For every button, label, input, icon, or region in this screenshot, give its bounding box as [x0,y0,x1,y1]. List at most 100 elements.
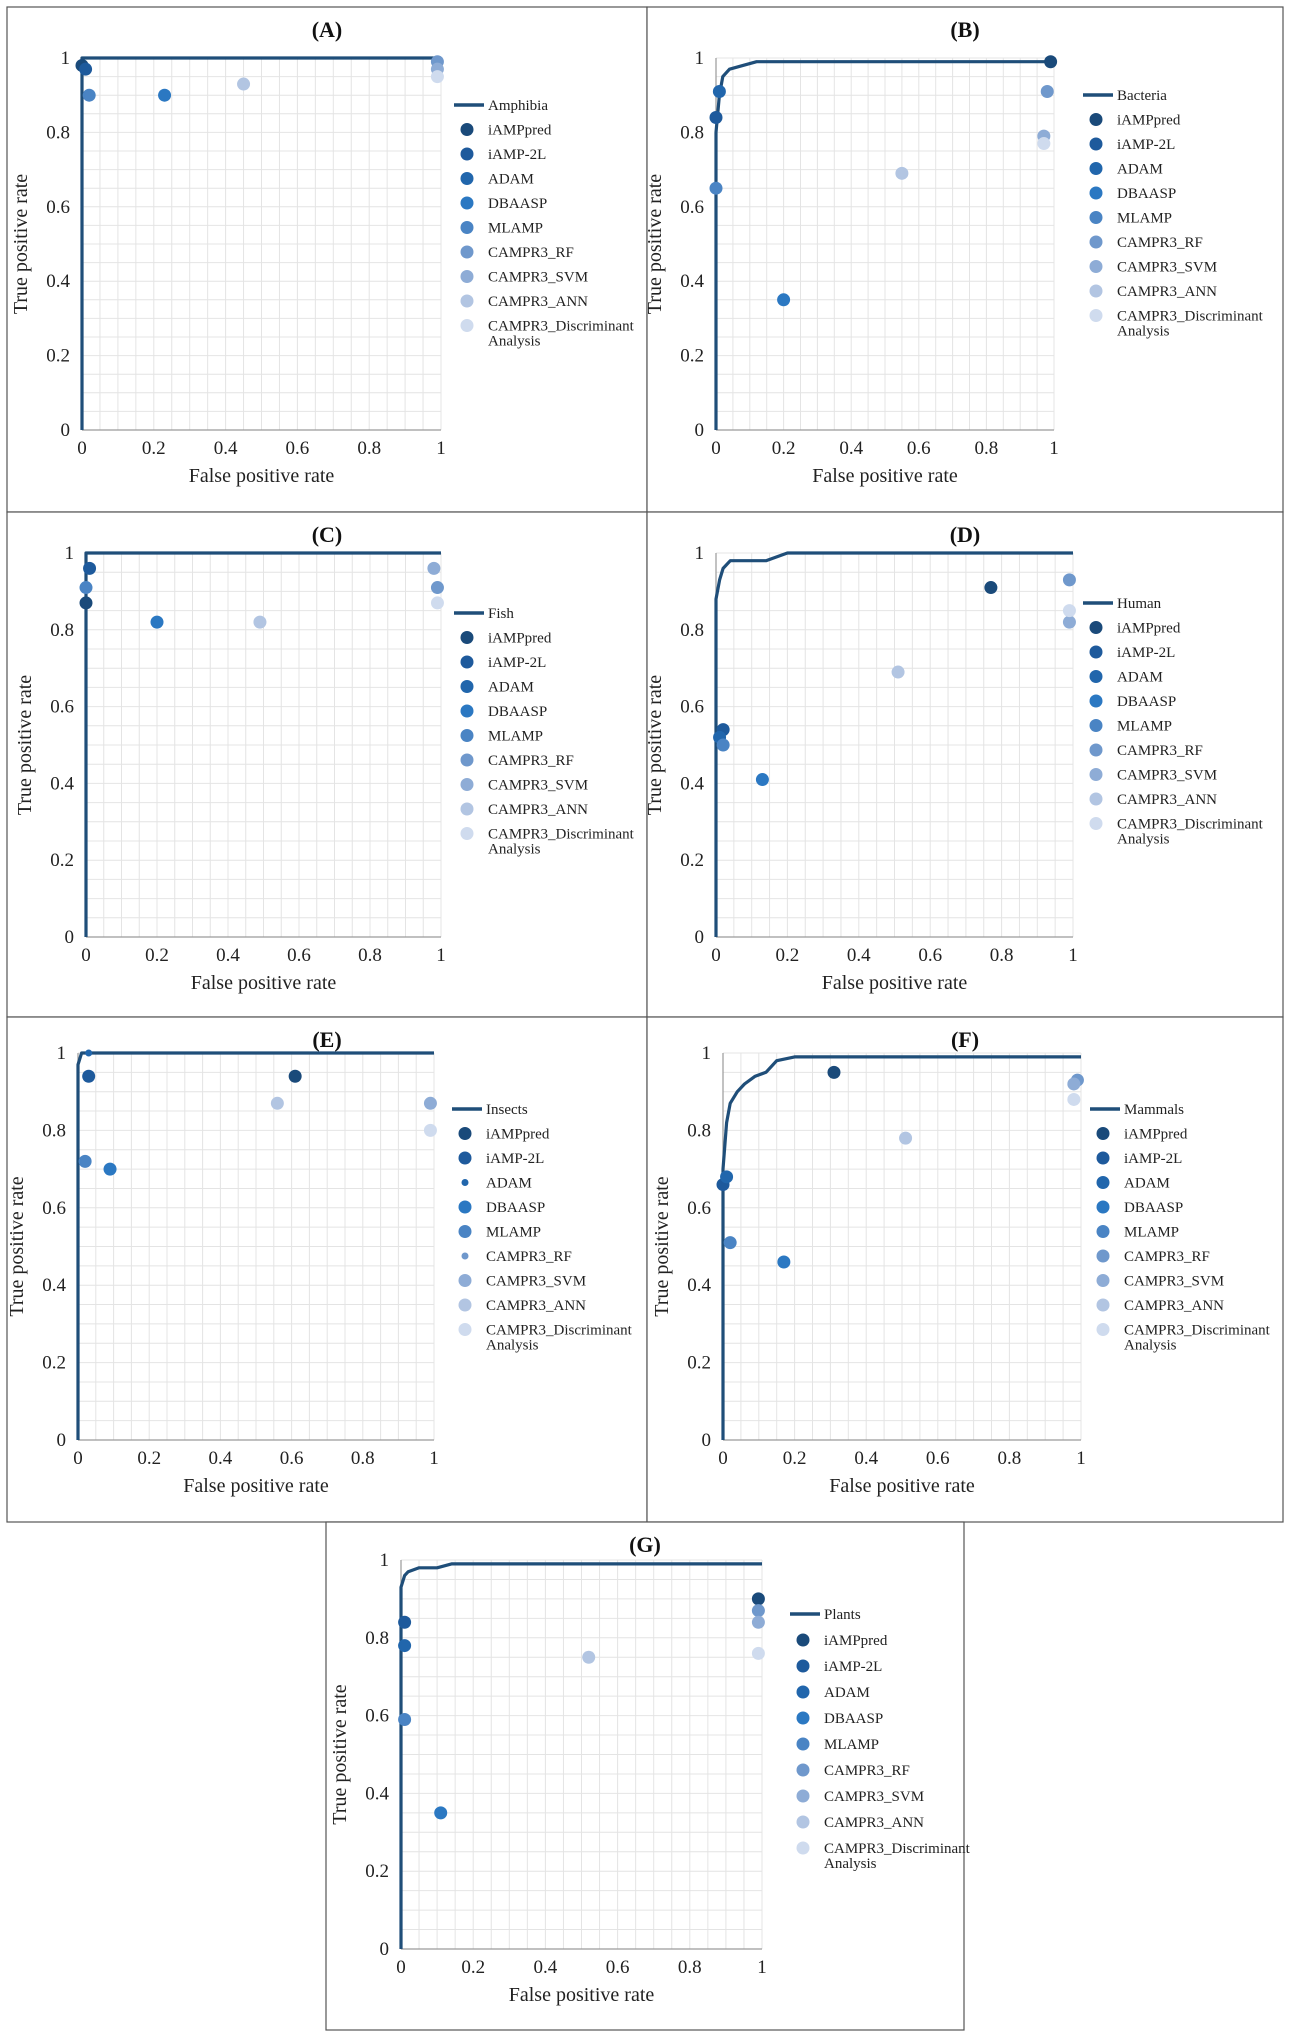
y-tick-label: 0.4 [680,773,704,794]
y-tick-label: 0.6 [46,197,70,218]
legend-label: CAMPR3_Discriminant [486,1323,633,1339]
legend-marker [796,1737,810,1751]
y-tick-label: 0 [695,927,705,948]
data-point-dbaasp [103,1162,117,1176]
x-tick-label: 0 [711,945,721,966]
legend-label: iAMP-2L [486,1151,544,1167]
legend-label: CAMPR3_ANN [1117,284,1217,300]
x-tick-label: 0.8 [990,945,1014,966]
x-tick-label: 1 [436,945,446,966]
x-tick-label: 0.2 [783,1448,807,1469]
panel-frame [6,6,648,513]
legend-label: Fish [488,606,514,622]
y-tick-label: 0.8 [365,1628,389,1649]
legend-label: DBAASP [824,1711,883,1727]
legend-label: CAMPR3_SVM [488,778,588,794]
legend-marker [1089,719,1103,732]
legend-label: Insects [486,1102,528,1118]
data-point-dbaasp [777,293,791,307]
legend-marker [460,147,474,161]
data-point-mlamp [709,181,723,195]
legend-label: CAMPR3_SVM [1117,260,1217,276]
legend-label: CAMPR3_RF [1117,235,1203,251]
x-tick-label: 0.4 [216,945,240,966]
legend-marker [458,1274,472,1287]
roc-curve-line [714,60,1054,430]
legend-marker [1089,743,1103,757]
x-tick-label: 0.8 [351,1448,375,1469]
data-point-adam [712,84,726,98]
y-tick-label: 0.6 [687,1198,711,1219]
legend-marker [460,680,474,693]
legend-label: CAMPR3_RF [1124,1249,1210,1265]
legend-marker [1089,309,1103,322]
x-tick-label: 0.4 [839,438,863,459]
legend-label: CAMPR3_RF [824,1763,910,1779]
legend-label: DBAASP [486,1200,545,1216]
legend-label: MLAMP [1124,1225,1179,1241]
data-point-iamp-2l [82,1069,96,1083]
y-tick-label: 0.6 [42,1198,66,1219]
legend-marker [460,631,474,644]
y-tick-label: 1 [57,1043,67,1064]
legend-label: Analysis [488,842,541,858]
legend-marker [1096,1249,1110,1263]
roc-curve-line [80,56,441,430]
legend-marker [460,221,474,234]
data-point-iamp-2l [709,111,723,125]
x-tick-label: 0.8 [678,1957,702,1978]
legend-marker [796,1633,810,1647]
legend-marker [1089,694,1103,708]
data-point-mlamp [78,1154,92,1168]
data-point-campr3-ann [899,1131,913,1145]
data-point-campr3-discriminant [1037,137,1051,151]
x-tick-label: 1 [1076,1448,1086,1469]
legend-marker [1096,1151,1110,1165]
legend-marker [796,1841,810,1855]
x-tick-label: 0.2 [137,1448,161,1469]
x-tick-label: 0.6 [280,1448,304,1469]
legend-marker [458,1298,472,1312]
data-point-iamppred [827,1065,841,1079]
y-tick-label: 0.8 [50,620,74,641]
legend-marker [460,827,474,840]
y-tick-label: 0 [61,420,71,441]
legend-marker [460,294,474,308]
legend-label: ADAM [1117,670,1163,686]
data-point-iamppred [79,596,93,610]
legend-label: MLAMP [824,1737,879,1753]
legend-label: iAMPpred [824,1633,888,1649]
x-tick-label: 1 [436,438,446,459]
x-axis-label: False positive rate [812,465,958,487]
legend-label: iAMPpred [1124,1127,1188,1143]
legend-marker [796,1763,810,1777]
y-tick-label: 0.2 [42,1353,66,1374]
legend-label: CAMPR3_Discriminant [1117,817,1264,833]
data-point-mlamp [723,1236,737,1250]
legend-label: MLAMP [486,1225,541,1241]
y-tick-label: 0.4 [46,271,70,292]
x-tick-label: 1 [757,1957,767,1978]
x-axis-label: False positive rate [189,465,335,487]
data-point-dbaasp [755,773,769,787]
x-tick-label: 0.6 [926,1448,950,1469]
legend-marker [796,1789,810,1803]
y-tick-label: 0.4 [680,271,704,292]
y-axis-label: True positive rate [644,675,666,815]
data-point-campr3-discriminant [751,1646,765,1660]
chart-panel-mammals: 0 0.2 0.4 0.6 0.8 1 0 0.2 0.4 0.6 0.8 1 False positi… [646,1016,1284,1523]
x-tick-label: 0.2 [461,1957,485,1978]
legend-marker [460,704,474,718]
chart-panel-human: 0 0.2 0.4 0.6 0.8 1 0 0.2 0.4 0.6 0.8 1 False positi… [644,511,1284,1018]
y-axis-label: True positive rate [10,174,32,314]
legend-label: Analysis [1124,1338,1177,1354]
y-tick-label: 0 [57,1430,67,1451]
data-point-campr3-rf [1040,84,1054,98]
chart-title: (D) [950,522,981,547]
data-point-campr3-rf [751,1604,765,1618]
legend-marker [1089,186,1103,200]
legend-marker [1089,645,1103,659]
data-point-dbaasp [158,88,172,102]
chart-title: (E) [312,1027,341,1052]
